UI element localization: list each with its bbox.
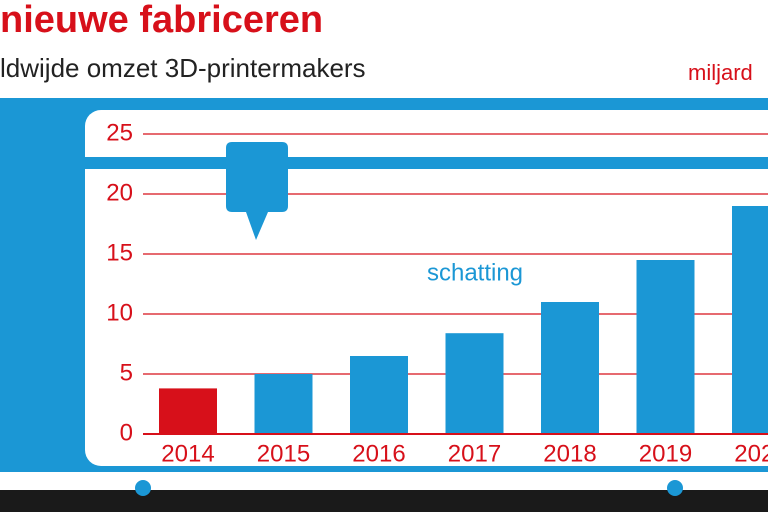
printer-foot	[667, 480, 683, 496]
y-tick-label: 25	[106, 119, 133, 146]
printer-rail	[85, 157, 768, 169]
y-tick-label: 15	[106, 239, 133, 266]
x-tick-label: 2015	[257, 440, 310, 467]
annotation: schatting	[427, 259, 523, 286]
bar	[541, 302, 599, 434]
bar	[254, 374, 313, 434]
unit-label: miljard	[688, 60, 753, 85]
x-tick-label: 2020	[734, 440, 768, 467]
chart-subtitle: ldwijde omzet 3D-printermakers	[0, 53, 366, 83]
bar	[636, 260, 695, 434]
y-tick-label: 0	[120, 419, 133, 446]
x-tick-label: 2017	[448, 440, 501, 467]
x-tick-label: 2018	[543, 440, 596, 467]
printer-nozzle	[226, 142, 288, 240]
bar	[732, 206, 768, 434]
bar	[445, 333, 504, 434]
y-tick-label: 20	[106, 179, 133, 206]
chart-title: nieuwe fabriceren	[0, 0, 323, 41]
x-tick-label: 2016	[352, 440, 405, 467]
y-tick-label: 10	[106, 299, 133, 326]
x-tick-label: 2019	[639, 440, 692, 467]
y-tick-label: 5	[120, 359, 133, 386]
bar	[350, 356, 408, 434]
base-bar	[0, 490, 768, 512]
x-tick-label: 2014	[161, 440, 214, 467]
printer-foot	[135, 480, 151, 496]
bar	[159, 388, 217, 434]
